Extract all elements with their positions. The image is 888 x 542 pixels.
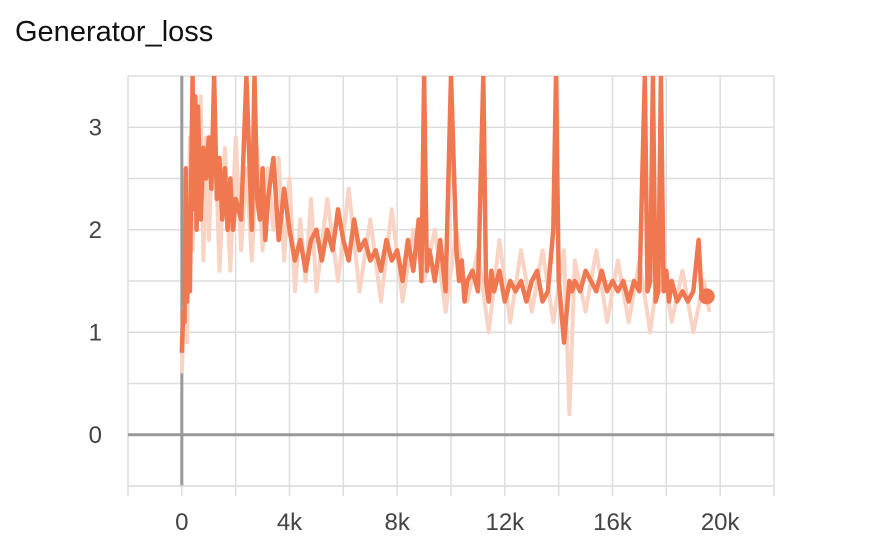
x-tick-label: 16k [593,509,633,536]
x-tick-label: 4k [277,509,303,536]
series-line-smoothed [179,76,709,353]
x-tick-label: 20k [701,509,741,536]
y-tick-label: 0 [89,422,102,449]
tick-labels: 0 1 2 3 0 4k 8k 12k 16k 20k [89,114,741,536]
series-endpoint-marker [698,288,715,305]
series-lines [179,76,715,417]
x-tick-label: 0 [175,509,188,536]
x-tick-label: 12k [485,509,525,536]
x-tick-label: 8k [384,509,410,536]
chart-title: Generator_loss [15,16,214,48]
y-tick-label: 3 [89,114,102,141]
axes [128,76,774,487]
y-tick-label: 2 [89,217,102,244]
y-tick-label: 1 [89,319,102,346]
